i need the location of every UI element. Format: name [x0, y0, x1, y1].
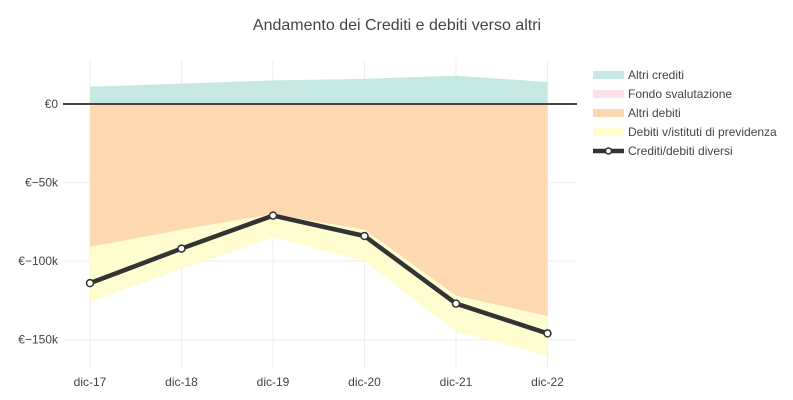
y-tick-label: €0 — [45, 97, 59, 111]
legend-swatch — [593, 109, 624, 117]
legend-label: Altri crediti — [628, 68, 684, 82]
area-debiti-v-istituti-di-previdenza — [90, 214, 548, 356]
area-layer — [90, 75, 548, 356]
legend-swatch — [593, 71, 624, 79]
legend-label: Fondo svalutazione — [628, 87, 732, 101]
area-altri-crediti — [90, 75, 548, 104]
data-point — [451, 299, 461, 308]
chart-title: Andamento dei Crediti e debiti verso alt… — [253, 17, 541, 34]
x-tick-label: dic-17 — [74, 375, 107, 389]
legend: Altri crediti Fondo svalutazione Altri deb… — [593, 68, 777, 158]
line-layer — [85, 211, 552, 338]
legend-label: Altri debiti — [628, 106, 681, 120]
data-point — [85, 278, 95, 288]
y-tick-label: €−150k — [18, 333, 59, 347]
y-tick-label: €−100k — [18, 254, 59, 268]
data-point — [268, 211, 278, 220]
axis-labels: dic-17 dic-18 dic-19 dic-20 dic-21 dic-22 €0 €−… — [18, 97, 564, 389]
x-tick-label: dic-18 — [165, 375, 198, 389]
area-altri-debiti — [90, 104, 548, 317]
legend-swatch — [593, 128, 624, 136]
legend-marker — [604, 147, 613, 155]
legend-label: Debiti v/istituti di previdenza — [628, 125, 777, 139]
x-tick-label: dic-22 — [531, 375, 564, 389]
x-tick-label: dic-21 — [440, 375, 473, 389]
data-point — [360, 231, 369, 241]
legend-label: Crediti/debiti diversi — [628, 144, 733, 158]
series-line — [89, 213, 549, 336]
data-point — [177, 244, 186, 253]
data-point — [543, 329, 552, 338]
x-tick-label: dic-20 — [348, 375, 381, 389]
x-tick-label: dic-19 — [257, 375, 290, 389]
y-tick-label: €−50k — [25, 176, 59, 190]
legend-swatch — [593, 90, 624, 98]
